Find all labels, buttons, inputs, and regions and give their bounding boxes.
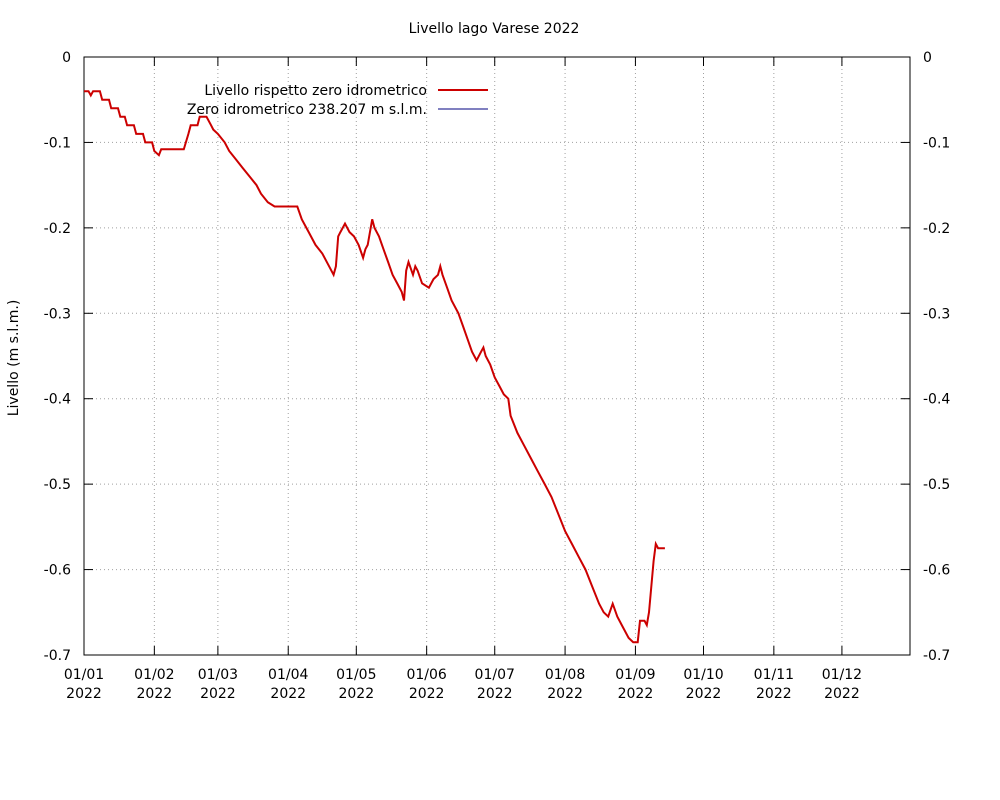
- y-tick-label-right: -0.4: [923, 392, 950, 408]
- y-tick-label-right: -0.3: [923, 306, 950, 322]
- legend-label-1: Zero idrometrico 238.207 m s.l.m.: [187, 102, 427, 118]
- y-tick-label-right: 0: [923, 50, 932, 66]
- y-tick-label-left: -0.2: [44, 221, 71, 237]
- y-tick-label-right: -0.2: [923, 221, 950, 237]
- legend: Livello rispetto zero idrometrico Zero id…: [187, 83, 488, 118]
- grid: [84, 57, 910, 655]
- x-tick-label-year: 2022: [824, 686, 860, 702]
- x-tick-label: 01/04: [268, 667, 308, 683]
- x-tick-label-year: 2022: [66, 686, 102, 702]
- x-tick-label: 01/12: [822, 667, 862, 683]
- y-tick-label-right: -0.5: [923, 477, 950, 493]
- y-tick-label-left: -0.6: [44, 563, 71, 579]
- x-tick-label-year: 2022: [547, 686, 583, 702]
- x-tick-label: 01/08: [545, 667, 585, 683]
- x-tick-label-year: 2022: [338, 686, 374, 702]
- x-tick-label-year: 2022: [200, 686, 236, 702]
- x-tick-label-year: 2022: [618, 686, 654, 702]
- chart-title: Livello lago Varese 2022: [409, 21, 580, 37]
- y-axis-label: Livello (m s.l.m.): [6, 300, 22, 417]
- axis-ticks: 0 0 -0.1 -0.1 -0.2 -0.2 -0.3 -0.3 -0.4 -0.4 -0.5 -0…: [44, 50, 951, 702]
- y-tick-label-left: -0.5: [44, 477, 71, 493]
- y-tick-label-right: -0.1: [923, 135, 950, 151]
- y-tick-label-right: -0.7: [923, 648, 950, 664]
- x-tick-label: 01/11: [754, 667, 794, 683]
- x-tick-label: 01/03: [198, 667, 238, 683]
- y-tick-label-right: -0.6: [923, 563, 950, 579]
- series-layer: [84, 90, 665, 644]
- x-tick-label-year: 2022: [270, 686, 306, 702]
- x-tick-label: 01/05: [336, 667, 376, 683]
- x-tick-label-year: 2022: [137, 686, 173, 702]
- x-tick-label: 01/10: [683, 667, 723, 683]
- x-tick-label-year: 2022: [686, 686, 722, 702]
- y-tick-label-left: -0.7: [44, 648, 71, 664]
- x-tick-label-year: 2022: [409, 686, 445, 702]
- plot-frame: [83, 56, 911, 656]
- x-tick-label: 01/06: [406, 667, 446, 683]
- series-line-0: [84, 90, 665, 644]
- x-tick-label-year: 2022: [477, 686, 513, 702]
- y-tick-label-left: 0: [62, 50, 71, 66]
- x-tick-label: 01/01: [64, 667, 104, 683]
- y-tick-label-left: -0.3: [44, 306, 71, 322]
- y-tick-label-left: -0.4: [44, 392, 71, 408]
- x-tick-label: 01/09: [615, 667, 655, 683]
- legend-label-0: Livello rispetto zero idrometrico: [204, 83, 427, 99]
- x-tick-label: 01/02: [134, 667, 174, 683]
- y-tick-label-left: -0.1: [44, 135, 71, 151]
- x-tick-label-year: 2022: [756, 686, 792, 702]
- x-tick-label: 01/07: [475, 667, 515, 683]
